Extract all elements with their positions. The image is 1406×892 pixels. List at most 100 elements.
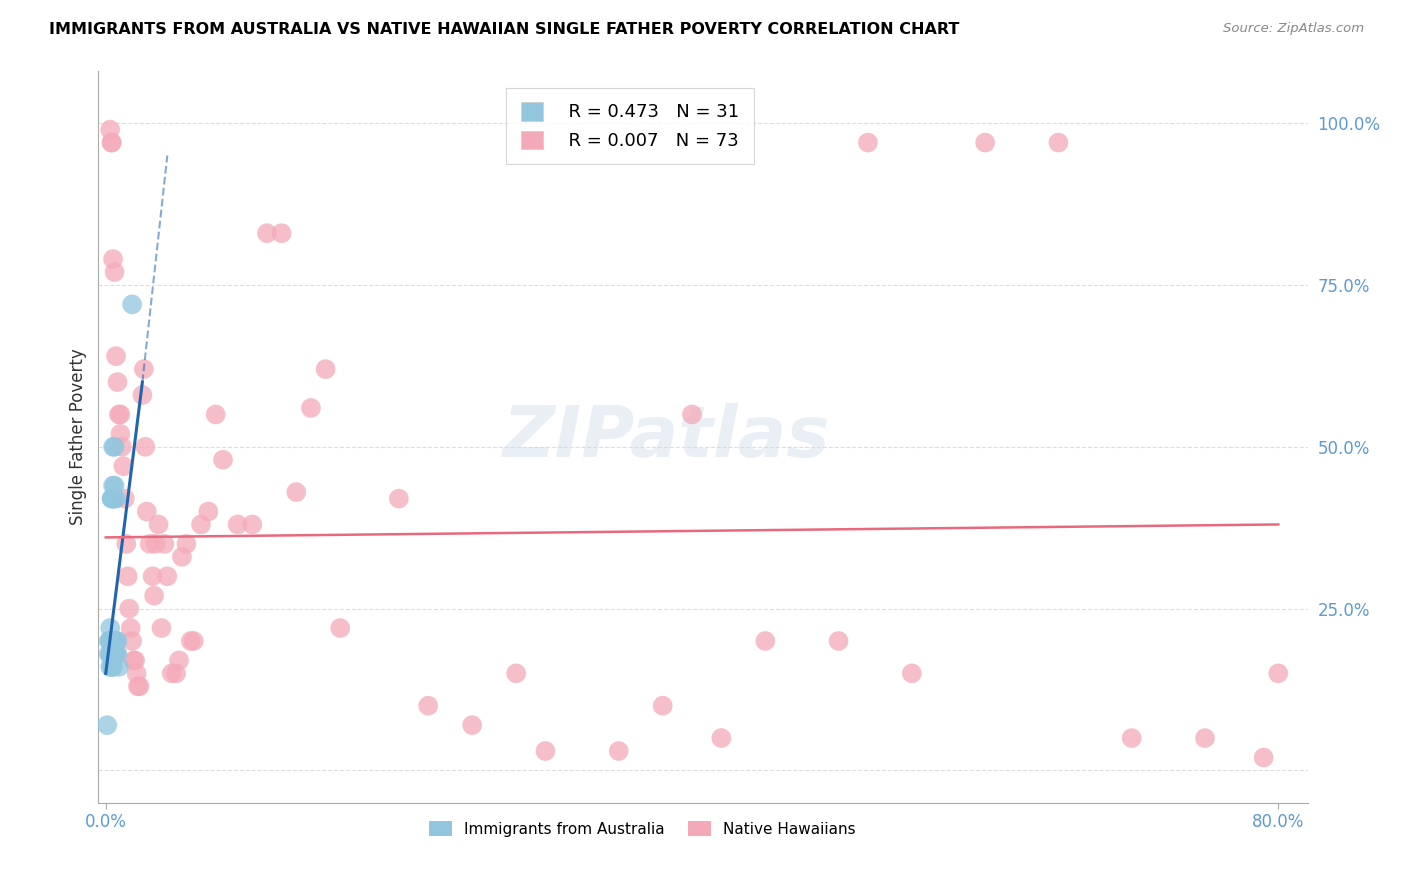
Y-axis label: Single Father Poverty: Single Father Poverty	[69, 349, 87, 525]
Point	[125, 666, 148, 681]
Point	[270, 226, 292, 240]
Point	[103, 478, 125, 492]
Point	[299, 401, 322, 415]
Point	[103, 647, 125, 661]
Point	[100, 660, 122, 674]
Point	[135, 504, 157, 518]
Point	[156, 569, 179, 583]
Point	[101, 491, 124, 506]
Point	[145, 537, 167, 551]
Point	[388, 491, 411, 506]
Point	[98, 660, 121, 674]
Point	[183, 634, 205, 648]
Point	[98, 122, 121, 136]
Point	[97, 634, 120, 648]
Point	[461, 718, 484, 732]
Point	[101, 478, 124, 492]
Point	[165, 666, 187, 681]
Point	[103, 440, 125, 454]
Point	[418, 698, 440, 713]
Point	[204, 408, 226, 422]
Point	[105, 491, 128, 506]
Point	[1047, 136, 1070, 150]
Point	[1267, 666, 1289, 681]
Point	[96, 718, 118, 732]
Point	[120, 621, 142, 635]
Point	[534, 744, 557, 758]
Point	[101, 660, 124, 674]
Point	[651, 698, 673, 713]
Point	[103, 265, 125, 279]
Point	[121, 634, 143, 648]
Legend: Immigrants from Australia, Native Hawaiians: Immigrants from Australia, Native Hawaii…	[423, 814, 862, 843]
Point	[98, 621, 121, 635]
Point	[190, 517, 212, 532]
Point	[107, 375, 129, 389]
Point	[329, 621, 352, 635]
Point	[1121, 731, 1143, 745]
Point	[107, 634, 129, 648]
Point	[103, 491, 125, 506]
Point	[121, 297, 143, 311]
Point	[98, 647, 121, 661]
Point	[754, 634, 776, 648]
Point	[107, 647, 129, 661]
Point	[1194, 731, 1216, 745]
Point	[101, 647, 124, 661]
Point	[167, 653, 190, 667]
Point	[142, 569, 165, 583]
Point	[118, 601, 141, 615]
Point	[100, 491, 122, 506]
Point	[105, 647, 128, 661]
Point	[103, 634, 125, 648]
Point	[148, 517, 170, 532]
Point	[100, 634, 122, 648]
Point	[856, 136, 879, 150]
Point	[607, 744, 630, 758]
Point	[134, 440, 156, 454]
Point	[101, 634, 124, 648]
Point	[240, 517, 263, 532]
Text: ZIPatlas: ZIPatlas	[503, 402, 831, 472]
Point	[143, 589, 166, 603]
Point	[153, 537, 176, 551]
Point	[98, 634, 121, 648]
Point	[128, 679, 150, 693]
Point	[122, 653, 145, 667]
Point	[256, 226, 278, 240]
Point	[115, 537, 138, 551]
Point	[131, 388, 153, 402]
Point	[124, 653, 146, 667]
Point	[100, 491, 122, 506]
Point	[101, 252, 124, 266]
Point	[285, 485, 308, 500]
Point	[681, 408, 703, 422]
Point	[901, 666, 924, 681]
Point	[180, 634, 202, 648]
Point	[1253, 750, 1275, 764]
Point	[117, 569, 139, 583]
Point	[100, 136, 122, 150]
Point	[108, 660, 131, 674]
Point	[138, 537, 160, 551]
Point	[112, 459, 135, 474]
Text: Source: ZipAtlas.com: Source: ZipAtlas.com	[1223, 22, 1364, 36]
Point	[114, 491, 136, 506]
Point	[197, 504, 219, 518]
Point	[105, 349, 128, 363]
Point	[101, 440, 124, 454]
Point	[111, 440, 134, 454]
Point	[176, 537, 198, 551]
Point	[108, 408, 131, 422]
Point	[160, 666, 183, 681]
Point	[97, 647, 120, 661]
Point	[974, 136, 997, 150]
Point	[150, 621, 173, 635]
Point	[170, 549, 193, 564]
Point	[127, 679, 149, 693]
Point	[100, 647, 122, 661]
Point	[110, 426, 132, 441]
Point	[100, 136, 122, 150]
Text: IMMIGRANTS FROM AUSTRALIA VS NATIVE HAWAIIAN SINGLE FATHER POVERTY CORRELATION C: IMMIGRANTS FROM AUSTRALIA VS NATIVE HAWA…	[49, 22, 959, 37]
Point	[710, 731, 733, 745]
